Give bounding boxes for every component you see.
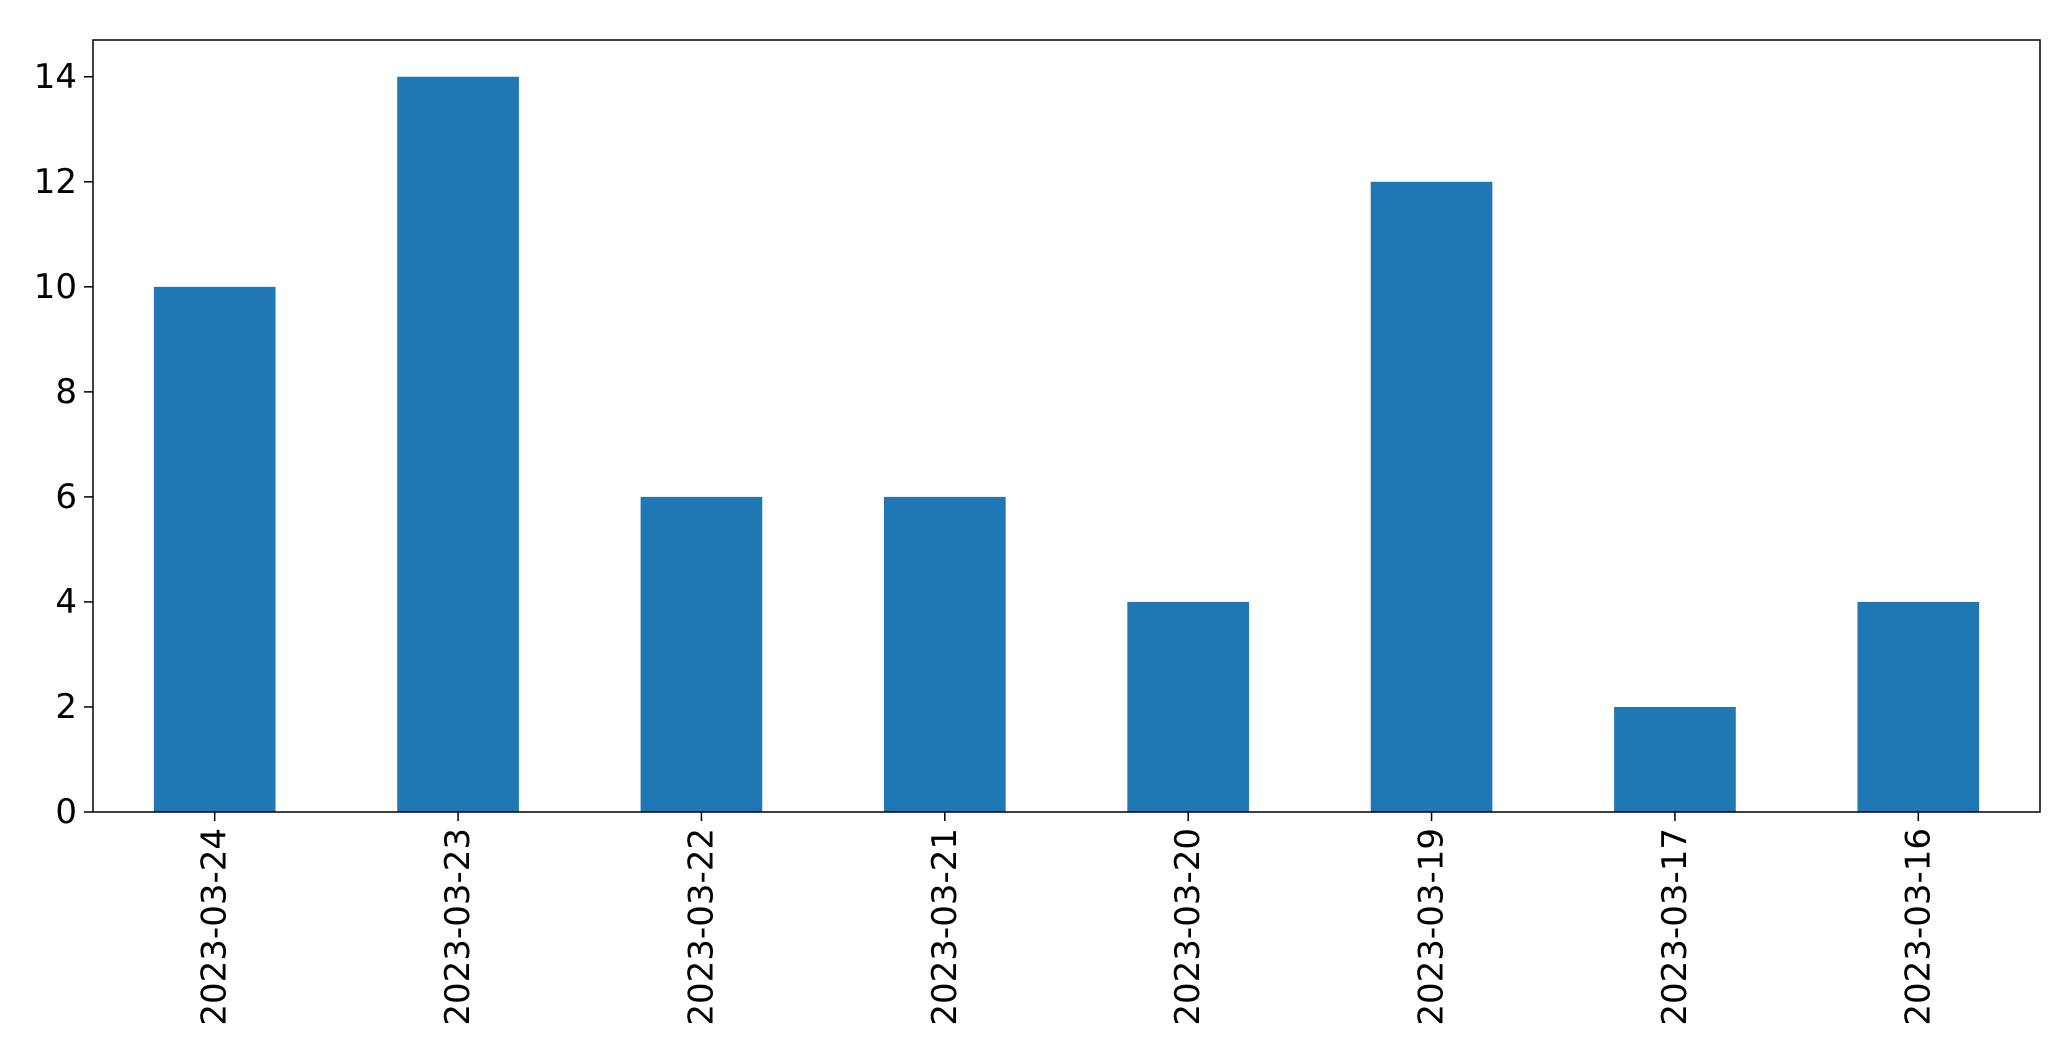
bar-2023-03-23 bbox=[397, 76, 519, 812]
y-tick-label: 2 bbox=[55, 687, 77, 727]
x-tick-label: 2023-03-19 bbox=[1412, 828, 1452, 1026]
y-tick-label: 4 bbox=[55, 582, 77, 622]
x-tick-label: 2023-03-16 bbox=[1898, 828, 1938, 1026]
y-tick-label: 6 bbox=[55, 477, 77, 517]
x-tick-label: 2023-03-23 bbox=[438, 828, 478, 1026]
x-axis: 2023-03-24 2023-03-23 2023-03-22 2023-03-21… bbox=[195, 812, 1938, 1026]
bar-2023-03-21 bbox=[883, 496, 1006, 812]
x-tick-label: 2023-03-21 bbox=[925, 828, 965, 1026]
y-tick-label: 12 bbox=[34, 162, 77, 202]
bars-group bbox=[153, 76, 1980, 813]
x-tick-label: 2023-03-17 bbox=[1655, 828, 1695, 1026]
bar-2023-03-24 bbox=[153, 286, 276, 812]
y-tick-label: 14 bbox=[34, 57, 77, 97]
x-tick-label: 2023-03-20 bbox=[1168, 828, 1208, 1026]
plot-frame bbox=[92, 39, 2041, 813]
y-tick-label: 8 bbox=[55, 372, 77, 412]
bar-2023-03-16 bbox=[1857, 601, 1980, 812]
x-tick-label: 2023-03-22 bbox=[681, 828, 721, 1026]
bar-2023-03-19 bbox=[1370, 181, 1493, 813]
x-tick-label: 2023-03-24 bbox=[195, 828, 235, 1026]
y-axis: 0 2 4 6 8 10 12 14 bbox=[34, 57, 93, 832]
bar-2023-03-20 bbox=[1127, 601, 1250, 812]
bar-2023-03-17 bbox=[1614, 706, 1736, 812]
y-tick-label: 0 bbox=[55, 792, 77, 832]
bar-2023-03-22 bbox=[640, 496, 763, 812]
y-tick-label: 10 bbox=[34, 267, 77, 307]
